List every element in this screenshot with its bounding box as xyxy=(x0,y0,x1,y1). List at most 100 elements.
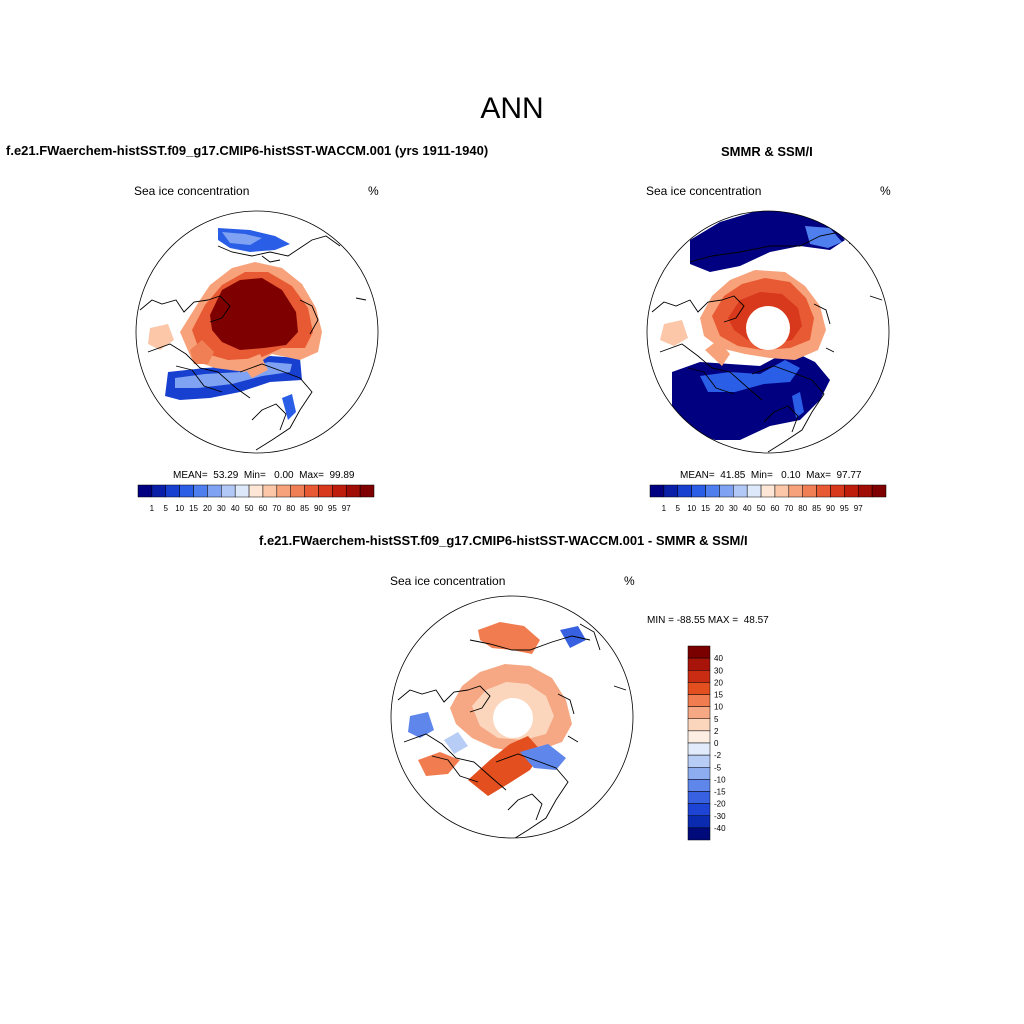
colorbar-model-swatch xyxy=(221,484,236,498)
colorbar-diff-tick-label: -5 xyxy=(714,763,722,772)
colorbar-model-swatch xyxy=(318,484,333,498)
colorbar-model-tick-label: 10 xyxy=(175,504,184,513)
ice-field-central-model xyxy=(210,278,298,350)
colorbar-diff-swatch xyxy=(687,779,711,792)
colorbar-obs-tick-label: 85 xyxy=(812,504,821,513)
colorbar-diff-swatch xyxy=(687,645,711,659)
colorbar-diff-swatch xyxy=(687,767,711,780)
colorbar-diff-swatch xyxy=(687,827,711,841)
colorbar-obs-swatch xyxy=(719,484,734,498)
colorbar-diff-tick-label: 15 xyxy=(714,691,723,700)
colorbar-model-swatch xyxy=(304,484,319,498)
colorbar-model-swatch xyxy=(248,484,264,498)
colorbar-obs-swatch xyxy=(760,484,776,498)
colorbar-model-tick-label: 1 xyxy=(150,504,155,513)
colorbar-diff-tick-label: -2 xyxy=(714,751,722,760)
colorbar-diff-tick-label: -15 xyxy=(714,788,726,797)
colorbar-model-tick-label: 50 xyxy=(245,504,254,513)
colorbar-model-swatch xyxy=(151,484,167,498)
colorbar-model-tick-label: 60 xyxy=(258,504,267,513)
colorbar-model-tick-label: 40 xyxy=(231,504,240,513)
colorbar-obs-swatch xyxy=(830,484,845,498)
colorbar-obs-swatch xyxy=(691,484,706,498)
colorbar-diff-tick-label: -30 xyxy=(714,812,726,821)
colorbar-model-tick-label: 80 xyxy=(286,504,295,513)
colorbar-model-tick-label: 70 xyxy=(272,504,281,513)
variable-label-diff: Sea ice concentration xyxy=(390,574,506,588)
map-diff xyxy=(391,596,633,838)
figure-title: ANN xyxy=(480,92,544,125)
panel-title-diff: f.e21.FWaerchem-histSST.f09_g17.CMIP6-hi… xyxy=(259,533,748,548)
colorbar-model-swatch xyxy=(262,484,278,498)
units-label-model: % xyxy=(368,184,379,198)
colorbar-model-swatch xyxy=(207,484,222,498)
colorbar-diff-swatch xyxy=(687,682,711,695)
colorbar-model-swatch xyxy=(290,484,305,498)
map-model xyxy=(136,211,378,453)
colorbar-obs-tick-label: 1 xyxy=(662,504,667,513)
colorbar-model-swatch xyxy=(179,484,194,498)
colorbar-diff-tick-label: 5 xyxy=(714,715,719,724)
variable-label-obs: Sea ice concentration xyxy=(646,184,762,198)
colorbar-diff-swatch xyxy=(687,657,711,671)
colorbar-obs-tick-label: 5 xyxy=(676,504,681,513)
colorbar-diff-swatch xyxy=(687,718,711,732)
colorbar-model-tick-label: 95 xyxy=(328,504,337,513)
colorbar-obs-swatch xyxy=(871,484,887,498)
stats-diff: MIN = -88.55 MAX = 48.57 xyxy=(647,615,769,626)
colorbar-diff-tick-label: 40 xyxy=(714,654,723,663)
colorbar-obs-tick-label: 90 xyxy=(826,504,835,513)
colorbar-diff-tick-label: 20 xyxy=(714,678,723,687)
colorbar-model-swatch xyxy=(137,484,153,498)
pole-hole-obs xyxy=(746,306,790,350)
colorbar-obs-swatch xyxy=(802,484,817,498)
colorbar-model-tick-label: 5 xyxy=(164,504,169,513)
colorbar-obs-swatch xyxy=(774,484,790,498)
colorbar-diff-swatch xyxy=(687,754,711,768)
stats-model: MEAN= 53.29 Min= 0.00 Max= 99.89 xyxy=(173,470,355,481)
colorbar-obs-swatch xyxy=(649,484,665,498)
colorbar-diff-swatch xyxy=(687,670,711,683)
colorbar-model-swatch xyxy=(332,484,347,498)
colorbar-diff-tick-label: -40 xyxy=(714,824,726,833)
colorbar-diff-swatch xyxy=(687,730,711,744)
colorbar-obs-swatch xyxy=(816,484,831,498)
colorbar-obs-tick-label: 60 xyxy=(770,504,779,513)
colorbar-obs-tick-label: 40 xyxy=(743,504,752,513)
colorbar-obs-tick-label: 95 xyxy=(840,504,849,513)
colorbar-diff-tick-label: 2 xyxy=(714,727,719,736)
panel-title-obs: SMMR & SSM/I xyxy=(721,144,813,159)
colorbar-diff-tick-label: 30 xyxy=(714,666,723,675)
colorbar-obs-swatch xyxy=(857,484,873,498)
colorbar-diff-tick-label: -10 xyxy=(714,775,726,784)
colorbar-obs-tick-label: 97 xyxy=(854,504,863,513)
colorbar-diff-swatch xyxy=(687,791,711,804)
colorbar-model-tick-label: 20 xyxy=(203,504,212,513)
colorbar-obs-swatch xyxy=(788,484,803,498)
colorbar-obs: 1 5 10 15 20 30 40 50 60 70 80 85 90 95 97 xyxy=(649,484,887,513)
colorbar-obs-tick-label: 10 xyxy=(687,504,696,513)
units-label-diff: % xyxy=(624,574,635,588)
panel-title-model: f.e21.FWaerchem-histSST.f09_g17.CMIP6-hi… xyxy=(6,143,489,158)
colorbar-obs-tick-label: 50 xyxy=(757,504,766,513)
colorbar-diff-tick-label: -20 xyxy=(714,800,726,809)
colorbar-obs-tick-label: 70 xyxy=(784,504,793,513)
colorbar-obs-swatch xyxy=(733,484,748,498)
colorbar-model-tick-label: 30 xyxy=(217,504,226,513)
map-obs xyxy=(647,211,889,453)
colorbar-model-tick-label: 97 xyxy=(342,504,351,513)
colorbar-model: 1 5 10 15 20 30 40 50 60 70 80 85 90 95 97 xyxy=(137,484,375,513)
colorbar-obs-swatch xyxy=(677,484,692,498)
colorbar-model-tick-label: 15 xyxy=(189,504,198,513)
colorbar-diff-tick-label: 10 xyxy=(714,703,723,712)
colorbar-diff-swatch xyxy=(687,803,711,816)
colorbar-obs-swatch xyxy=(663,484,679,498)
pole-hole-diff xyxy=(493,698,533,738)
colorbar-diff-swatch xyxy=(687,694,711,707)
variable-label-model: Sea ice concentration xyxy=(134,184,250,198)
colorbar-model-swatch xyxy=(345,484,361,498)
colorbar-model-swatch xyxy=(359,484,375,498)
colorbar-model-swatch xyxy=(276,484,291,498)
units-label-obs: % xyxy=(880,184,891,198)
